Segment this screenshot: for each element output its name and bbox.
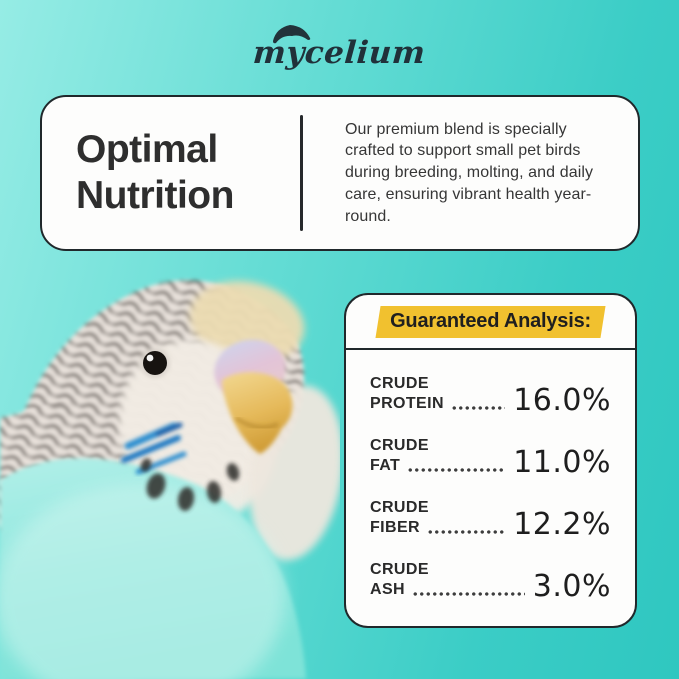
row-label: CRUDE <box>370 561 429 578</box>
vertical-divider <box>300 115 303 231</box>
row-label: FIBER <box>370 519 420 536</box>
yellow-highlight: Guaranteed Analysis: <box>375 305 606 338</box>
intro-title: Optimal Nutrition <box>42 127 300 218</box>
row-value: 16.0% <box>513 382 611 418</box>
row-label: CRUDE <box>370 437 429 454</box>
analysis-row-protein: CRUDE PROTEIN 16.0% <box>370 361 611 423</box>
intro-title-line1: Optimal <box>76 128 218 172</box>
row-label: ASH <box>370 581 405 598</box>
bird-eye <box>140 348 170 378</box>
row-value: 12.2% <box>513 506 611 542</box>
budgie-photo <box>0 280 340 679</box>
intro-title-line2: Nutrition <box>76 174 234 217</box>
row-label: CRUDE <box>370 499 429 516</box>
brand-name: mycelium <box>252 35 427 71</box>
analysis-card: Guaranteed Analysis: CRUDE PROTEIN 16.0%… <box>344 293 637 628</box>
dot-leader <box>427 528 506 536</box>
row-label: PROTEIN <box>370 395 444 412</box>
analysis-rows: CRUDE PROTEIN 16.0% CRUDE FAT 11.0% <box>346 350 635 609</box>
row-label: FAT <box>370 457 401 474</box>
analysis-title: Guaranteed Analysis: <box>390 309 592 332</box>
row-value: 3.0% <box>532 568 611 604</box>
row-label: CRUDE <box>370 375 429 392</box>
analysis-header: Guaranteed Analysis: <box>346 295 635 350</box>
dot-leader <box>411 590 525 598</box>
analysis-row-fat: CRUDE FAT 11.0% <box>370 423 611 485</box>
bird-beak <box>222 372 293 454</box>
mushroom-icon <box>272 25 310 44</box>
row-value: 11.0% <box>513 444 611 480</box>
dot-leader <box>407 466 506 474</box>
analysis-row-ash: CRUDE ASH 3.0% <box>370 547 611 609</box>
brand-logo: mycelium <box>0 22 679 71</box>
dot-leader <box>450 404 506 412</box>
intro-description: Our premium blend is specially crafted t… <box>345 120 594 225</box>
analysis-row-fiber: CRUDE FIBER 12.2% <box>370 485 611 547</box>
intro-card: Optimal Nutrition Our premium blend is s… <box>40 95 640 251</box>
